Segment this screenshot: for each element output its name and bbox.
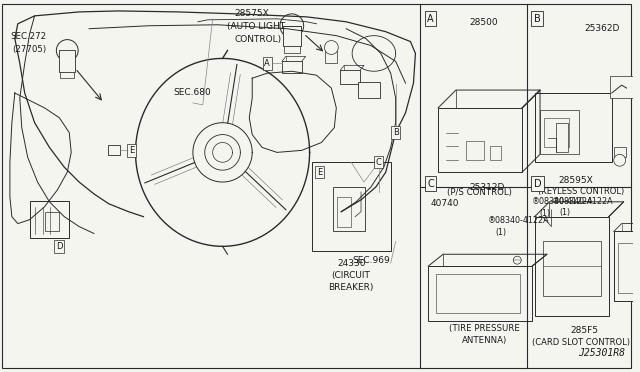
Text: B: B [534,14,540,24]
Bar [534,93,612,162]
Text: (CARD SLOT CONTROL): (CARD SLOT CONTROL) [532,338,630,347]
Bar [618,243,639,293]
Bar [534,217,609,315]
Text: SEC.969: SEC.969 [352,256,390,265]
Text: E: E [129,146,134,155]
Text: 28500: 28500 [470,18,499,27]
Circle shape [324,41,339,54]
Bar [340,70,360,84]
Text: 25312D: 25312D [470,183,505,192]
Bar [540,110,579,154]
Text: ®08340-4122A: ®08340-4122A [552,197,613,206]
Bar [333,187,365,231]
Text: (TIRE PRESSURE: (TIRE PRESSURE [449,324,520,333]
Text: (1): (1) [559,208,570,218]
Bar [428,266,532,321]
Bar [466,141,484,160]
Text: 28595X: 28595X [559,176,593,185]
Bar [358,82,380,98]
Bar [60,51,75,72]
Text: SEC.272: SEC.272 [10,32,46,41]
Bar [610,76,634,98]
Bar [283,26,301,45]
Text: ®08340-4122A: ®08340-4122A [488,217,549,225]
Text: 40740: 40740 [430,199,459,208]
Text: C: C [428,179,434,189]
Text: (AUTO LIGHT: (AUTO LIGHT [227,22,285,31]
Text: (KEYLESS CONTROL): (KEYLESS CONTROL) [538,187,624,196]
Text: SEC.680: SEC.680 [173,88,211,97]
Text: (1): (1) [540,209,550,218]
Bar [543,241,601,296]
Bar [545,118,569,147]
Bar [614,231,640,301]
Text: (1): (1) [495,228,507,237]
Text: 25362D: 25362D [584,24,620,33]
Bar [556,123,568,153]
Text: BREAKER): BREAKER) [328,283,374,292]
Text: D: D [56,242,63,251]
Circle shape [56,39,78,61]
Circle shape [280,14,303,38]
Bar [60,72,74,78]
Text: ®08340-4122A: ®08340-4122A [532,197,593,206]
Text: A: A [428,14,434,24]
Circle shape [513,256,521,264]
Bar [325,49,337,63]
Bar [108,145,120,155]
Text: E: E [317,168,322,177]
Text: (27705): (27705) [12,45,46,54]
Bar [284,45,300,54]
Text: D: D [534,179,541,189]
Bar [29,201,69,238]
Text: A: A [264,59,270,68]
Text: C: C [376,158,382,167]
Text: B: B [393,128,399,137]
Bar [337,197,351,227]
Bar [436,274,520,312]
Text: 24330: 24330 [337,259,365,268]
Text: J25301R8: J25301R8 [578,348,625,358]
Bar [45,212,60,231]
Bar [312,162,390,251]
Bar [614,147,626,157]
Text: (CIRCUIT: (CIRCUIT [332,271,371,280]
Text: ANTENNA): ANTENNA) [462,336,508,345]
Bar [282,61,301,73]
Bar [490,147,502,160]
Circle shape [614,154,626,166]
Text: CONTROL): CONTROL) [234,35,282,44]
Text: 285F5: 285F5 [570,327,598,336]
Bar [438,108,522,172]
Text: 28575X: 28575X [234,9,269,18]
Text: (P/S CONTROL): (P/S CONTROL) [447,188,512,197]
